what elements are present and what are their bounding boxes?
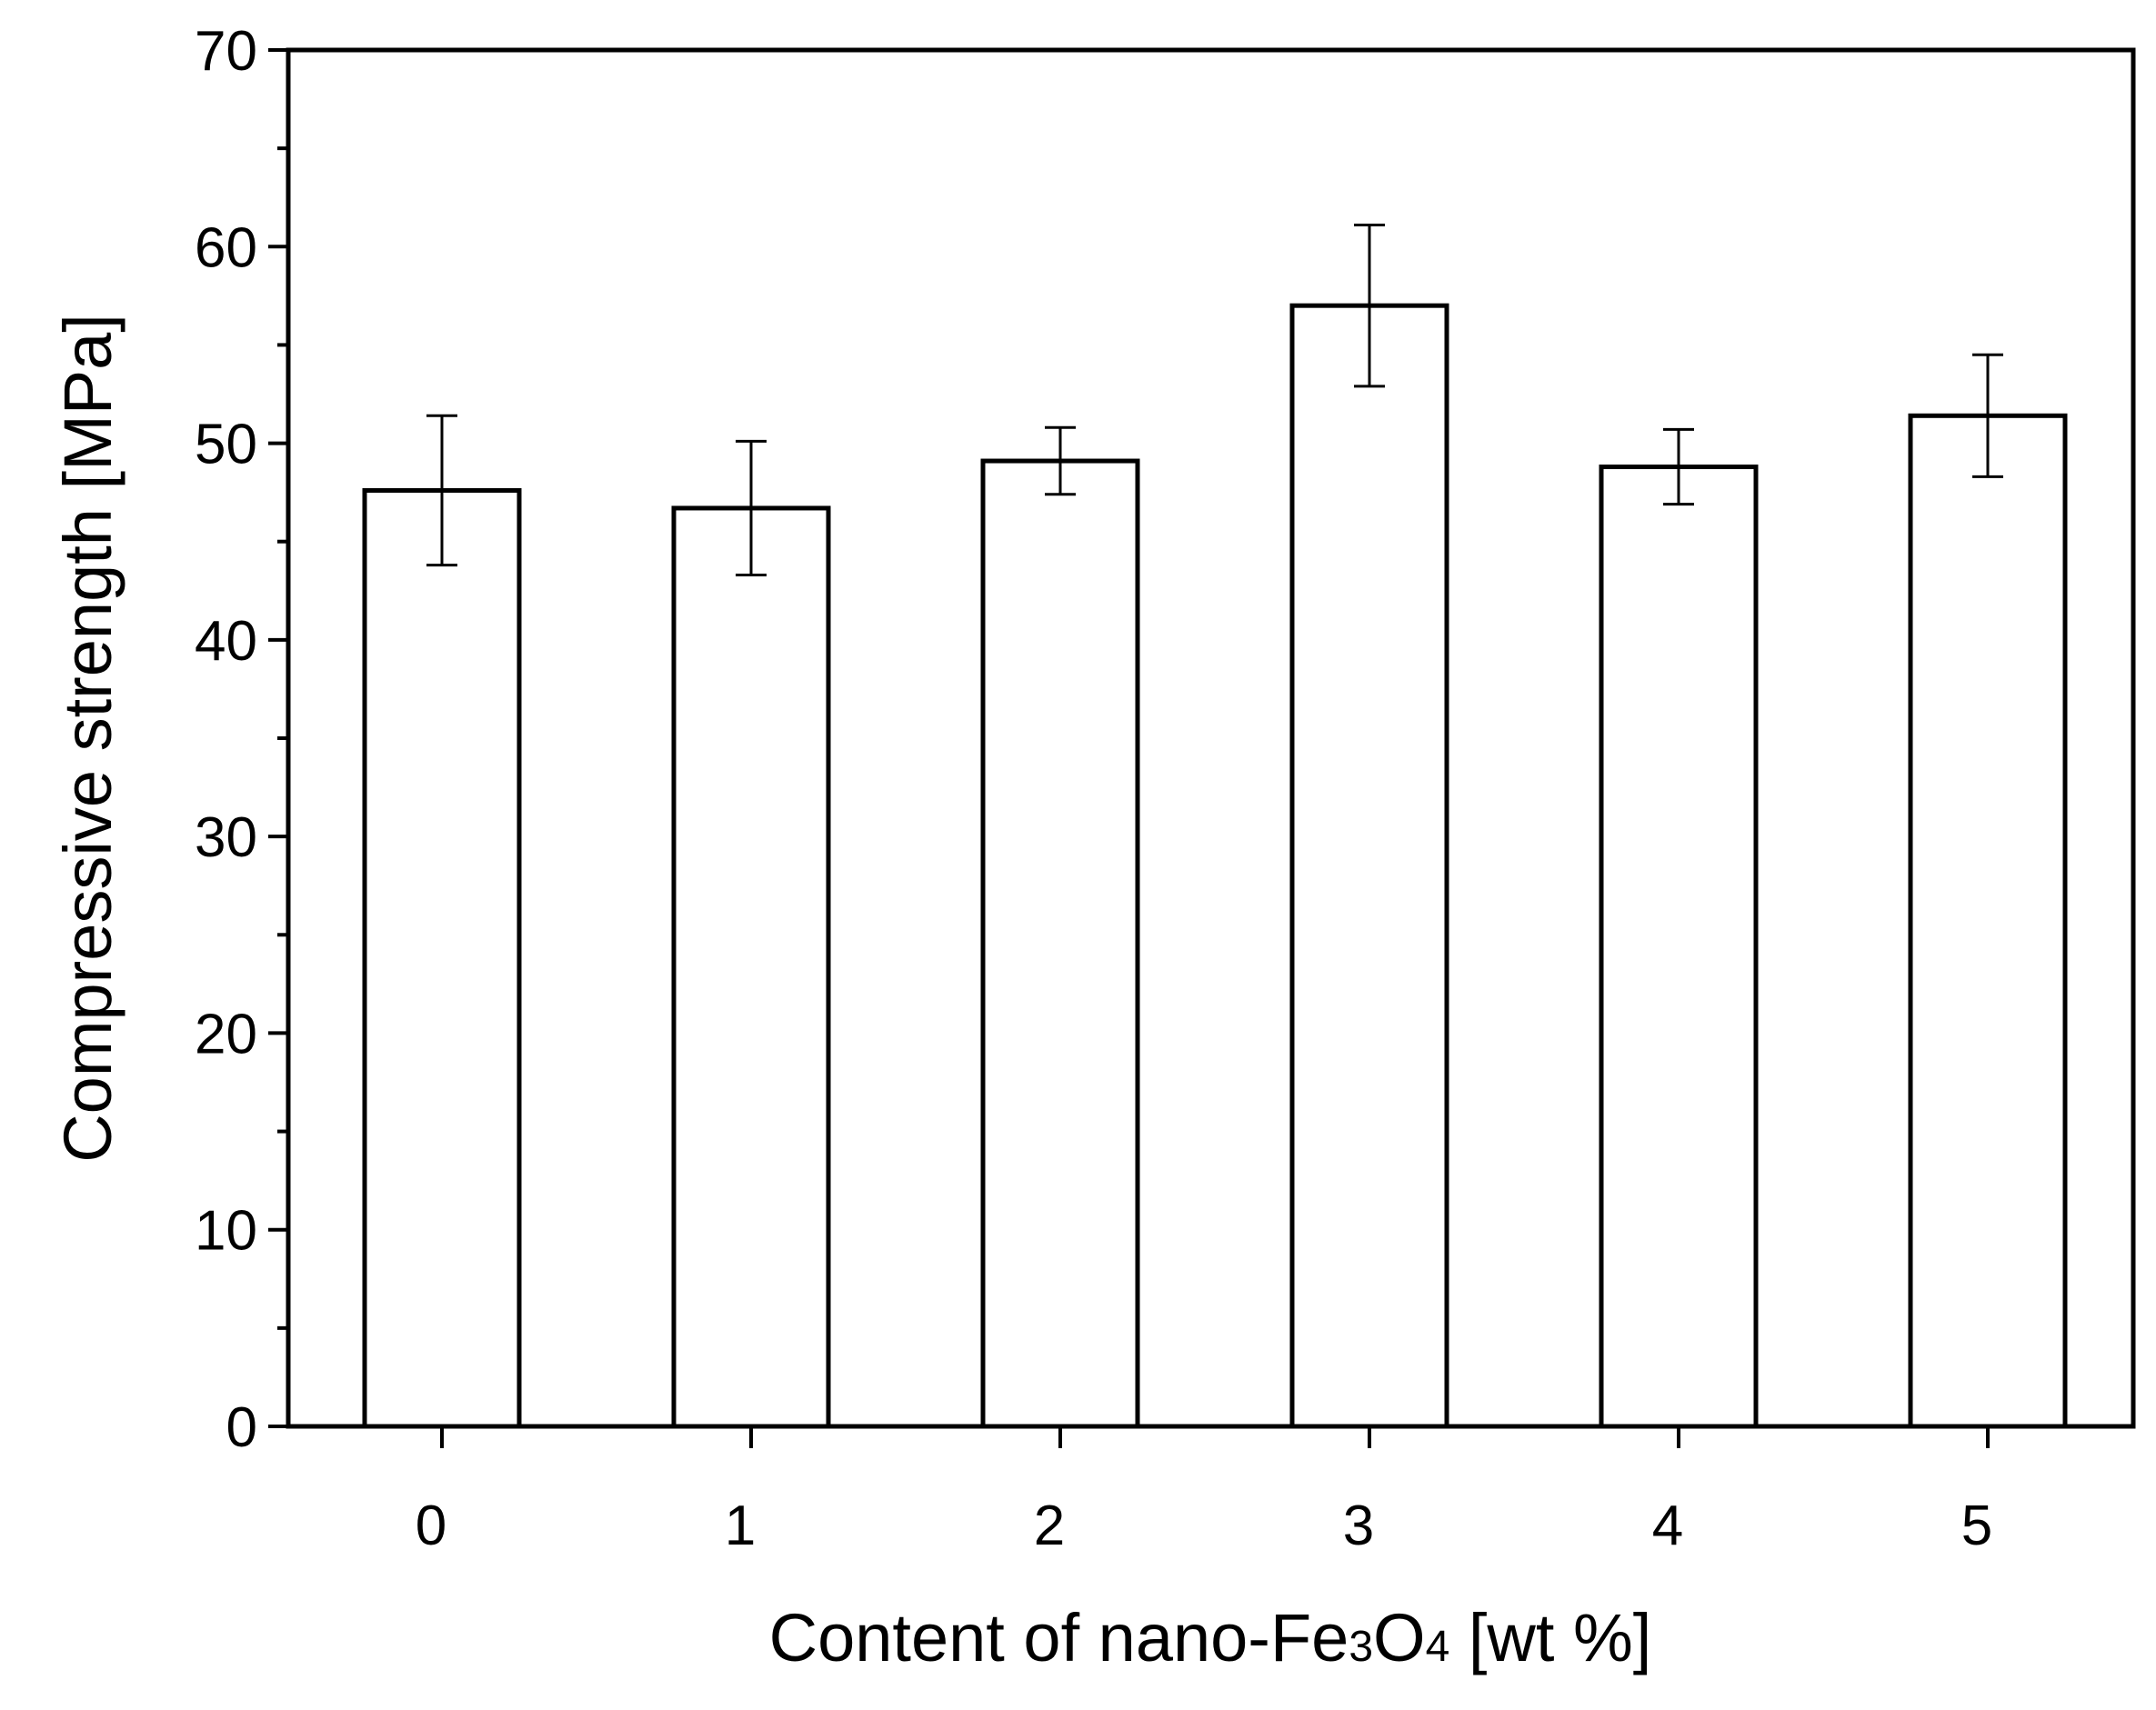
- bar: [1599, 465, 1759, 1429]
- plot-frame: [286, 47, 2136, 1429]
- y-axis-ticks: 0 10 20 30 40 50 60 70: [195, 20, 288, 1459]
- bar: [1908, 413, 2068, 1429]
- y-tick-label: 60: [195, 216, 257, 279]
- x-axis-label-sub1: 3: [1349, 1623, 1373, 1671]
- x-tick-label: 4: [1652, 1495, 1683, 1557]
- x-axis-label: Content of nano-Fe3O4 [wt %]: [769, 1600, 1652, 1675]
- bars: [362, 303, 2068, 1429]
- bar: [362, 487, 522, 1429]
- y-tick-label: 70: [195, 20, 257, 83]
- x-tick-label: 5: [1961, 1495, 1992, 1557]
- x-tick-label: 1: [725, 1495, 756, 1557]
- y-tick-label: 10: [195, 1200, 257, 1263]
- x-tick-label: 0: [416, 1495, 446, 1557]
- error-bars: [426, 223, 2003, 576]
- x-axis-label-mid: O: [1373, 1600, 1426, 1675]
- x-tick-label: 3: [1343, 1495, 1374, 1557]
- y-tick-label: 40: [195, 610, 257, 673]
- bar: [671, 505, 831, 1429]
- x-axis-label-prefix: Content of nano-Fe: [769, 1600, 1349, 1675]
- bar: [1289, 303, 1449, 1429]
- y-tick-label: 20: [195, 1003, 257, 1065]
- x-tick-label: 2: [1034, 1495, 1065, 1557]
- y-axis-label: Compressive strength [MPa]: [50, 314, 125, 1163]
- y-tick-label: 30: [195, 806, 257, 869]
- bar: [980, 458, 1140, 1429]
- y-tick-label: 0: [226, 1396, 257, 1459]
- y-tick-label: 50: [195, 414, 257, 476]
- x-axis-label-sub2: 4: [1426, 1623, 1450, 1671]
- x-axis-label-suffix: [wt %]: [1449, 1600, 1651, 1675]
- x-axis-ticks: 0 1 2 3 4 5: [416, 1426, 1992, 1557]
